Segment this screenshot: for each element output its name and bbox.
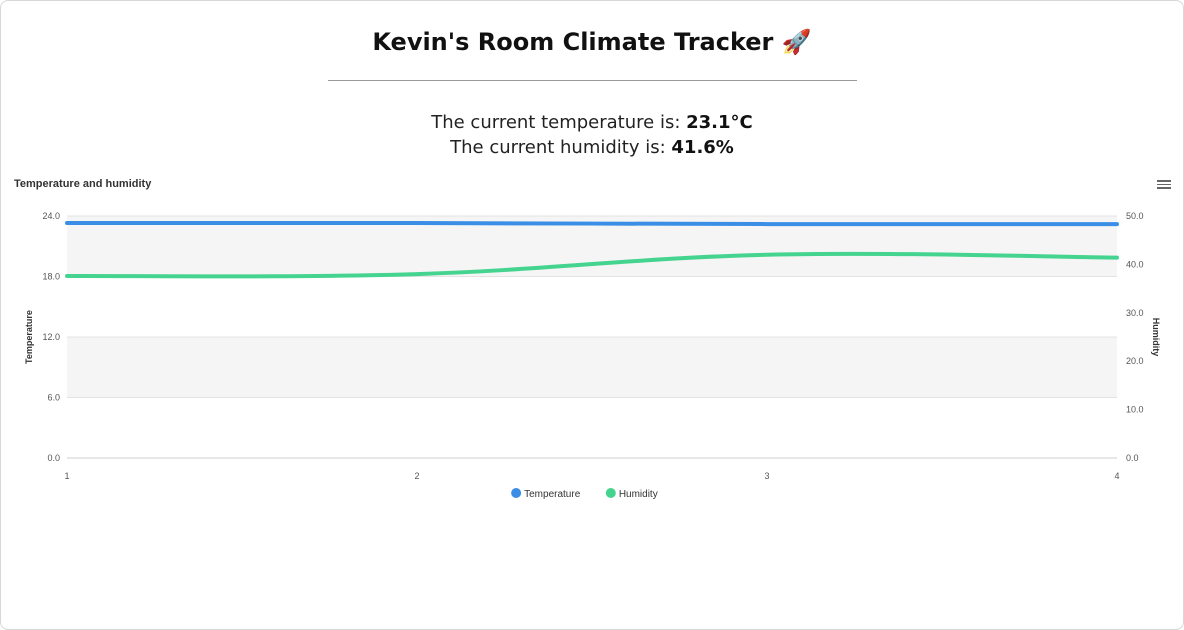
- y-left-tick-label: 12.0: [42, 332, 60, 342]
- chart: 0.0 6.0 12.0 18.0 24.0 0.0 10.0 20.0 30.0 40.0 50.…: [24, 211, 1161, 500]
- chart-legend: Temperature Humidity: [511, 488, 658, 500]
- y-right-tick-label: 50.0: [1126, 211, 1144, 221]
- series-line-humidity: [65, 251, 1119, 279]
- legend-marker-humidity: [605, 488, 616, 498]
- y-left-tick-label: 0.0: [47, 453, 60, 463]
- y-left-axis-title: Temperature: [24, 310, 34, 364]
- y-right-axis-title: Humidity: [1151, 318, 1161, 357]
- legend-item-humidity[interactable]: Humidity: [605, 488, 658, 500]
- temperature-readout: The current temperature is: 23.1°C: [0, 112, 1184, 133]
- legend-label-temperature: Temperature: [524, 489, 581, 500]
- plot-band: [67, 337, 1117, 398]
- x-tick-label: 4: [1114, 471, 1119, 481]
- y-left-tick-label: 18.0: [42, 272, 60, 282]
- temperature-readout-value: 23.1°C: [686, 112, 753, 133]
- chart-title: Temperature and humidity: [14, 178, 152, 190]
- page-title: Kevin's Room Climate Tracker 🚀: [372, 28, 812, 56]
- humidity-readout-label: The current humidity is:: [450, 137, 672, 158]
- y-right-tick-label: 0.0: [1126, 453, 1139, 463]
- y-right-tick-label: 10.0: [1126, 405, 1144, 415]
- y-left-tick-label: 24.0: [42, 211, 60, 221]
- y-right-tick-label: 20.0: [1126, 356, 1144, 366]
- chart-menu-icon[interactable]: [1156, 178, 1172, 192]
- legend-item-temperature[interactable]: Temperature: [511, 488, 581, 500]
- x-tick-label: 3: [764, 471, 769, 481]
- temperature-readout-label: The current temperature is:: [431, 112, 687, 133]
- y-left-tick-label: 6.0: [47, 393, 60, 403]
- series-line-temperature: [65, 220, 1119, 227]
- legend-label-humidity: Humidity: [619, 489, 658, 500]
- y-right-tick-label: 30.0: [1126, 308, 1144, 318]
- y-right-tick-label: 40.0: [1126, 259, 1144, 269]
- legend-marker-temperature: [511, 488, 522, 498]
- humidity-readout-value: 41.6%: [671, 137, 734, 158]
- title-divider: [328, 80, 857, 81]
- x-tick-label: 2: [414, 471, 419, 481]
- x-tick-label: 1: [64, 471, 69, 481]
- humidity-readout: The current humidity is: 41.6%: [0, 137, 1184, 158]
